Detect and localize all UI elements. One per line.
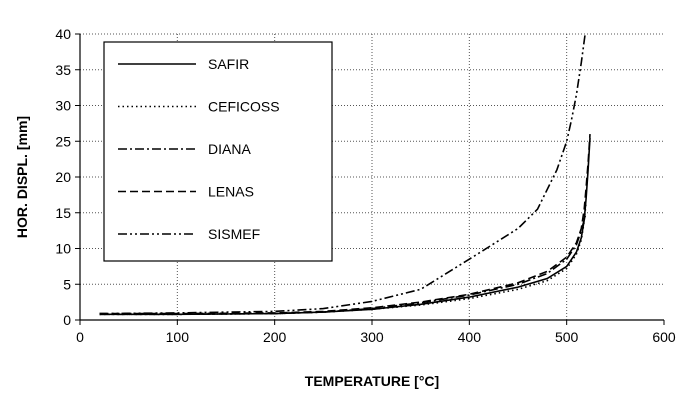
legend-label-safir: SAFIR [208,56,249,72]
x-axis-title: TEMPERATURE [°C] [305,373,439,389]
legend-box [103,41,333,262]
x-tick-label: 500 [555,329,579,345]
x-tick-label: 0 [76,329,84,345]
x-tick-label: 300 [360,329,384,345]
y-tick-label: 5 [63,276,71,292]
y-tick-label: 40 [55,26,71,42]
legend-label-sismef: SISMEF [208,226,260,242]
x-tick-label: 200 [263,329,287,345]
series-layer [99,34,591,316]
axes: 0 100 200 300 400 500 600 0 5 10 15 20 25 30 35 40 [55,26,675,345]
y-tick-label: 30 [55,98,71,114]
y-tick-label: 10 [55,241,71,257]
y-tick-label: 0 [63,312,71,328]
y-axis-title: HOR. DISPL. [mm] [14,116,30,238]
series-line-lenas [99,134,591,315]
grid [80,33,664,320]
legend-label-ceficoss: CEFICOSS [208,99,280,115]
x-tick-label: 600 [652,329,676,345]
x-tick-label: 100 [166,329,190,345]
legend: SAFIR CEFICOSS DIANA LENAS SISMEF [103,41,333,262]
y-tick-label: 15 [55,205,71,221]
legend-label-diana: DIANA [208,141,251,157]
y-tick-label: 20 [55,169,71,185]
legend-label-lenas: LENAS [208,184,254,200]
y-tick-label: 25 [55,133,71,149]
y-tick-label: 35 [55,62,71,78]
series-line-sismef [99,34,586,315]
x-tick-label: 400 [458,329,482,345]
